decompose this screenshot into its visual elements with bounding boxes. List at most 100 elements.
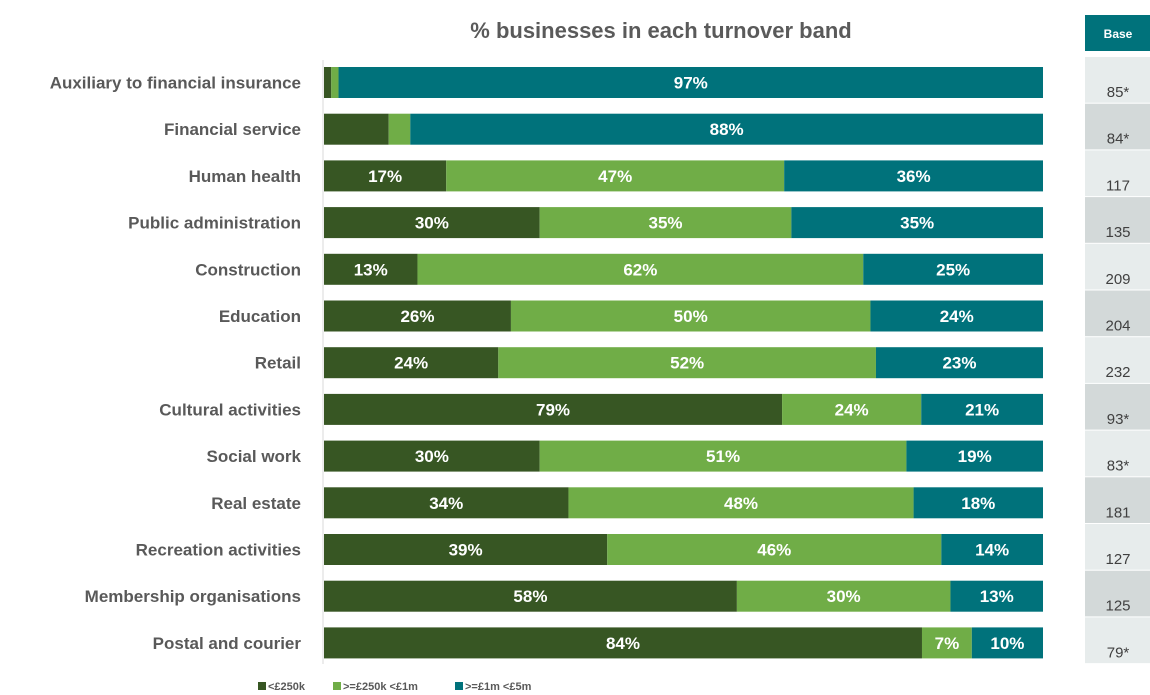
data-label: 46%	[757, 541, 791, 560]
base-value: 85*	[1107, 84, 1130, 101]
base-value: 204	[1105, 318, 1130, 335]
base-value: 127	[1105, 551, 1130, 568]
bar-segment	[324, 67, 332, 98]
bar-segment	[324, 300, 511, 332]
bar-segment	[921, 393, 1043, 425]
data-label: 36%	[897, 167, 931, 186]
bar-segment	[736, 580, 951, 612]
bar-segment	[498, 347, 876, 379]
base-header	[1085, 15, 1150, 51]
legend-swatch	[333, 682, 341, 690]
bar-segment	[539, 440, 907, 472]
bars	[324, 67, 1043, 659]
legend-label: >=£250k <£1m	[343, 681, 418, 693]
category-label: Recreation activities	[136, 541, 301, 560]
data-label: 35%	[649, 214, 683, 233]
bar-segment	[388, 113, 411, 145]
chart-title: % businesses in each turnover band	[470, 18, 851, 43]
bar-segment	[324, 627, 922, 659]
base-value: 209	[1105, 271, 1130, 288]
category-label: Social work	[207, 447, 302, 466]
base-cell	[1085, 524, 1150, 570]
base-value: 83*	[1107, 458, 1130, 475]
data-label: 30%	[415, 447, 449, 466]
data-label: 13%	[980, 587, 1014, 606]
base-header-label: Base	[1104, 27, 1133, 41]
category-label: Auxiliary to financial insurance	[50, 74, 301, 93]
base-column: Base 85* 84* 117 135 209 204 232 93* 83* 181 127 125…	[1085, 15, 1150, 664]
base-cell	[1085, 617, 1150, 664]
data-label: 30%	[827, 587, 861, 606]
data-label: 13%	[354, 260, 388, 279]
data-label: 79%	[536, 400, 570, 419]
bar-segment	[324, 580, 737, 612]
bar-segment	[338, 67, 1043, 98]
data-label: 7%	[935, 634, 960, 653]
base-cell	[1085, 290, 1150, 337]
bar-segment	[863, 253, 1043, 285]
data-label: 23%	[942, 354, 976, 373]
base-value: 117	[1106, 177, 1130, 194]
legend-label: >=£1m <£5m	[465, 681, 532, 693]
data-label: 48%	[724, 494, 758, 513]
bar-segment	[870, 300, 1043, 332]
bar-segment	[784, 160, 1043, 192]
category-labels: Auxiliary to financial insurance Financia…	[50, 74, 302, 653]
bar-segment	[510, 300, 871, 332]
data-label: 52%	[670, 354, 704, 373]
base-cell	[1085, 103, 1150, 150]
base-value: 84*	[1107, 131, 1130, 148]
category-label: Construction	[195, 260, 301, 279]
bar-segment	[324, 393, 783, 425]
base-value: 125	[1105, 598, 1130, 615]
data-label: 24%	[835, 400, 869, 419]
bar-segment	[324, 487, 569, 519]
legend-swatch	[258, 682, 266, 690]
category-label: Retail	[255, 354, 301, 373]
bar-segment	[971, 627, 1043, 659]
bar-segment	[324, 207, 540, 239]
data-label: 62%	[623, 260, 657, 279]
data-label: 19%	[958, 447, 992, 466]
data-label: 39%	[449, 541, 483, 560]
base-value: 79*	[1107, 644, 1130, 661]
data-label: 34%	[429, 494, 463, 513]
data-label: 58%	[513, 587, 547, 606]
category-label: Public administration	[128, 214, 301, 233]
data-label: 47%	[598, 167, 632, 186]
bar-segment	[913, 487, 1043, 519]
bar-segment	[782, 393, 922, 425]
base-cell	[1085, 337, 1150, 383]
data-label: 51%	[706, 447, 740, 466]
base-cell	[1085, 570, 1150, 617]
data-label: 25%	[936, 260, 970, 279]
data-label: 24%	[940, 307, 974, 326]
bar-segment	[324, 347, 499, 379]
bar-segment	[417, 253, 864, 285]
bar-segment	[324, 253, 418, 285]
data-label: 30%	[415, 214, 449, 233]
data-label: 14%	[975, 541, 1009, 560]
bar-segment	[950, 580, 1043, 612]
data-label: 26%	[400, 307, 434, 326]
base-cell	[1085, 197, 1150, 243]
bar-segment	[568, 487, 914, 519]
category-label: Cultural activities	[159, 400, 301, 419]
bar-segment	[446, 160, 785, 192]
data-label: 24%	[394, 354, 428, 373]
category-label: Membership organisations	[85, 587, 301, 606]
legend-swatch	[455, 682, 463, 690]
data-label: 97%	[674, 74, 708, 93]
base-value: 135	[1105, 224, 1130, 241]
legend-label: <£250k	[268, 681, 306, 693]
bar-segment	[324, 160, 447, 192]
category-label: Financial service	[164, 120, 301, 139]
category-label: Postal and courier	[153, 634, 302, 653]
bar-segment	[875, 347, 1043, 379]
bar-segment	[941, 534, 1043, 565]
data-label: 35%	[900, 214, 934, 233]
base-value: 181	[1105, 504, 1130, 521]
base-cell	[1085, 57, 1150, 103]
data-label: 50%	[674, 307, 708, 326]
